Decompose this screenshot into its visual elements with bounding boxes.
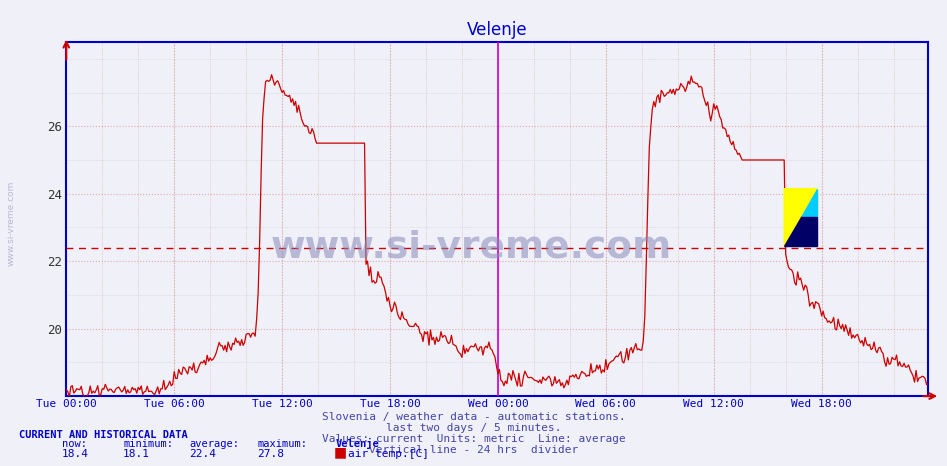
Text: last two days / 5 minutes.: last two days / 5 minutes. bbox=[385, 423, 562, 433]
Text: CURRENT AND HISTORICAL DATA: CURRENT AND HISTORICAL DATA bbox=[19, 430, 188, 440]
Text: now:: now: bbox=[62, 439, 86, 449]
Text: air temp.[C]: air temp.[C] bbox=[348, 449, 430, 459]
Text: Slovenia / weather data - automatic stations.: Slovenia / weather data - automatic stat… bbox=[322, 412, 625, 422]
Polygon shape bbox=[800, 189, 817, 217]
Text: 27.8: 27.8 bbox=[258, 449, 285, 459]
Text: Velenje: Velenje bbox=[336, 439, 380, 449]
Text: www.si-vreme.com: www.si-vreme.com bbox=[7, 181, 16, 267]
Text: Values: current  Units: metric  Line: average: Values: current Units: metric Line: aver… bbox=[322, 434, 625, 444]
Polygon shape bbox=[784, 189, 817, 246]
Text: maximum:: maximum: bbox=[258, 439, 308, 449]
Text: 18.4: 18.4 bbox=[62, 449, 89, 459]
Text: 18.1: 18.1 bbox=[123, 449, 151, 459]
Text: average:: average: bbox=[189, 439, 240, 449]
Text: ■: ■ bbox=[333, 445, 347, 459]
Polygon shape bbox=[784, 217, 817, 246]
Text: 22.4: 22.4 bbox=[189, 449, 217, 459]
Text: vertical line - 24 hrs  divider: vertical line - 24 hrs divider bbox=[369, 445, 578, 454]
Text: www.si-vreme.com: www.si-vreme.com bbox=[271, 229, 672, 265]
Text: minimum:: minimum: bbox=[123, 439, 173, 449]
Title: Velenje: Velenje bbox=[467, 21, 527, 39]
